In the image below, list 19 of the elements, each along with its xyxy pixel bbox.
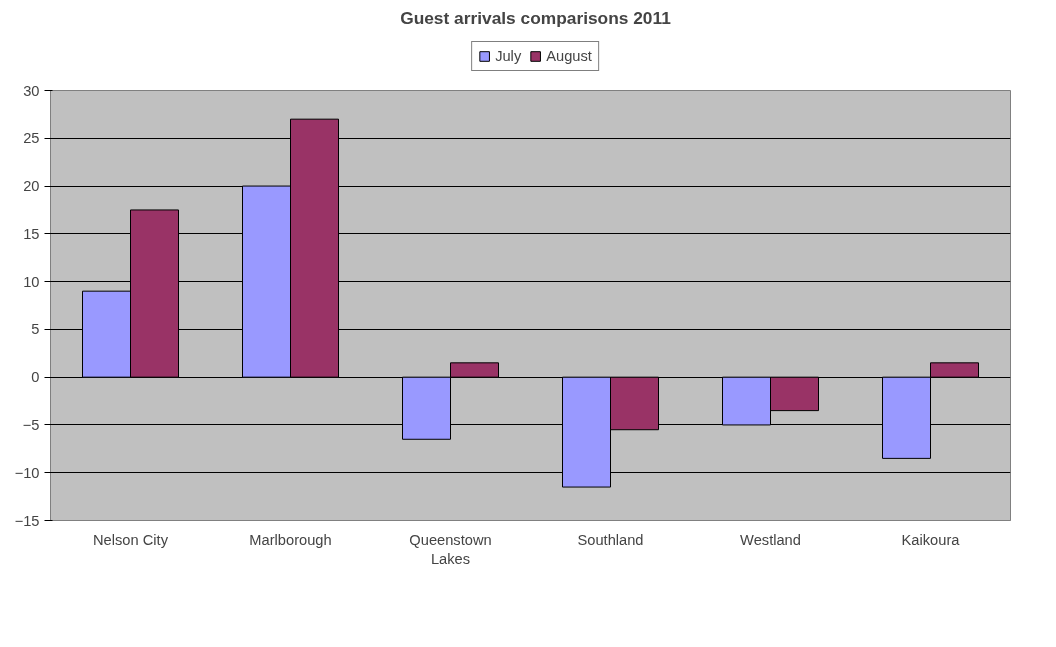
legend-label: August: [546, 48, 592, 64]
x-tick-label: Nelson City: [93, 531, 169, 548]
y-tick-label: 0: [31, 369, 40, 386]
legend-label: July: [495, 48, 522, 64]
chart-title: Guest arrivals comparisons 2011: [400, 7, 672, 28]
x-tick-label: Marlborough: [249, 531, 332, 548]
y-tick-label: 20: [23, 178, 40, 195]
y-tick-label: −10: [14, 464, 40, 481]
y-tick-label: 15: [23, 225, 40, 242]
y-tick-label: −15: [14, 512, 40, 529]
x-tick-label: Kaikoura: [901, 531, 961, 548]
x-tick-label: Southland: [577, 531, 644, 548]
y-tick-label: 25: [23, 130, 40, 147]
y-tick-label: −5: [22, 416, 40, 433]
y-tick-label: 10: [23, 273, 40, 290]
x-tick-label: Queenstown Lakes: [409, 531, 492, 567]
y-tick-label: 30: [23, 82, 40, 99]
x-tick-label: Westland: [740, 531, 801, 548]
y-tick-label: 5: [31, 321, 40, 338]
